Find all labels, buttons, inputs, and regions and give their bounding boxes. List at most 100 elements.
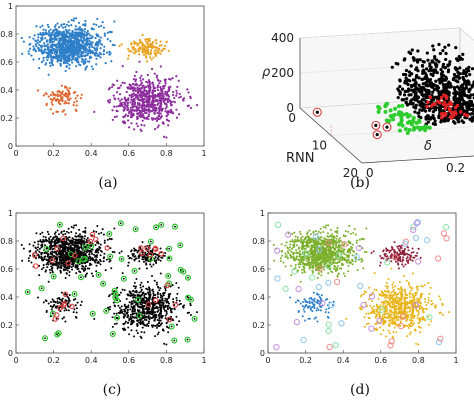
data-point <box>32 244 35 247</box>
data-point <box>74 57 77 60</box>
data-point <box>91 68 95 71</box>
data-point <box>142 306 145 309</box>
data-point <box>133 94 136 97</box>
marker-center <box>97 273 100 276</box>
data-point <box>61 46 64 50</box>
data-point <box>175 89 178 93</box>
data-point <box>84 22 87 26</box>
data-point <box>132 289 135 292</box>
data-point <box>42 28 45 31</box>
data-point <box>49 64 52 67</box>
data-point <box>164 289 167 292</box>
y-tick-label: 0.4 <box>0 86 13 95</box>
data-point <box>115 105 118 108</box>
data-point <box>439 96 444 100</box>
data-point <box>84 252 87 255</box>
data-point <box>338 259 341 262</box>
data-point <box>138 291 141 294</box>
marker-center <box>155 226 157 229</box>
data-point <box>160 49 163 52</box>
data-point <box>335 240 338 243</box>
data-point <box>151 289 154 292</box>
data-point <box>58 252 61 255</box>
data-point <box>82 54 85 57</box>
data-point <box>178 113 181 116</box>
data-point <box>41 245 44 248</box>
data-point <box>329 235 332 238</box>
data-point <box>132 78 136 81</box>
data-point <box>108 308 111 311</box>
data-point <box>60 241 63 244</box>
data-point <box>70 52 73 55</box>
data-point <box>52 47 55 51</box>
data-point <box>53 29 56 32</box>
data-point <box>164 252 167 255</box>
x-tick-label: 0 <box>13 356 18 365</box>
data-point <box>80 262 83 265</box>
data-point <box>399 118 404 123</box>
data-point <box>178 303 181 306</box>
data-point <box>158 44 161 47</box>
data-point <box>163 307 166 310</box>
data-point <box>160 256 163 259</box>
x-tick-label: 0.2 <box>47 149 60 158</box>
data-point <box>89 34 92 37</box>
data-point <box>44 238 47 241</box>
data-point <box>96 250 99 253</box>
data-point <box>44 29 47 32</box>
data-point <box>137 90 140 93</box>
data-point <box>145 105 148 108</box>
data-point <box>127 97 130 100</box>
marker-center <box>77 260 80 263</box>
data-point <box>301 235 304 238</box>
data-point <box>62 62 66 65</box>
data-point <box>124 103 127 106</box>
data-point <box>48 41 52 44</box>
data-point <box>91 258 94 261</box>
data-point <box>165 114 168 117</box>
data-point <box>41 251 44 254</box>
data-point <box>403 57 407 61</box>
data-point <box>121 288 124 291</box>
data-point <box>73 246 76 249</box>
data-point <box>156 319 159 322</box>
data-point <box>414 75 418 79</box>
data-point <box>156 103 159 107</box>
data-point <box>52 92 55 95</box>
marker-center <box>119 222 122 225</box>
panel-d-scatter: 0 0.2 0.4 0.6 0.8 100.20.40.60.81 <box>252 209 458 365</box>
green-marker <box>113 314 120 321</box>
data-point <box>163 254 166 257</box>
marker-center <box>120 258 123 260</box>
data-point <box>64 100 67 103</box>
data-point <box>167 77 171 81</box>
data-point <box>56 267 59 270</box>
x-tick-label: 0.2 <box>299 356 312 365</box>
green-marker <box>109 330 116 337</box>
data-point <box>459 84 463 88</box>
data-point <box>425 114 430 118</box>
data-point <box>153 257 156 260</box>
data-point <box>433 122 437 126</box>
data-point <box>107 306 110 309</box>
data-point <box>85 241 88 244</box>
data-point <box>148 318 151 321</box>
data-point <box>447 62 452 66</box>
data-point <box>467 94 471 98</box>
data-point <box>147 298 150 301</box>
data-point <box>65 308 68 311</box>
data-point <box>64 92 68 95</box>
data-point <box>129 313 132 316</box>
data-point <box>50 51 54 55</box>
data-point <box>65 266 68 269</box>
data-point <box>46 266 49 269</box>
data-point <box>315 239 318 242</box>
data-point <box>159 304 162 307</box>
data-point <box>67 301 70 304</box>
data-point <box>65 243 68 246</box>
data-point <box>88 255 91 258</box>
data-point <box>463 71 467 76</box>
data-point <box>358 238 361 241</box>
data-point <box>54 94 57 97</box>
data-point <box>151 249 154 252</box>
